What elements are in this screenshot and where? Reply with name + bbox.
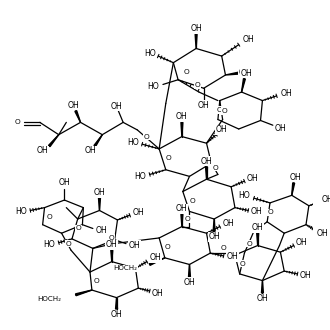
Text: OH: OH [275, 123, 286, 133]
Text: OH: OH [216, 125, 228, 134]
Polygon shape [213, 219, 215, 231]
Text: OH: OH [151, 289, 163, 298]
Text: O: O [165, 245, 171, 250]
Text: O: O [212, 165, 218, 171]
Polygon shape [76, 290, 92, 296]
Text: OH: OH [256, 294, 268, 303]
Text: O: O [166, 155, 172, 161]
Text: O: O [189, 198, 195, 204]
Text: OH: OH [68, 101, 80, 110]
Text: OH: OH [111, 102, 122, 111]
Text: OH: OH [239, 68, 250, 77]
Text: OH: OH [208, 233, 220, 242]
Polygon shape [99, 198, 100, 211]
Text: OH: OH [222, 219, 234, 228]
Polygon shape [149, 258, 165, 265]
Polygon shape [111, 250, 113, 262]
Polygon shape [195, 34, 197, 49]
Text: OH: OH [290, 173, 301, 182]
Text: OH: OH [252, 223, 264, 232]
Text: O: O [14, 119, 20, 125]
Polygon shape [188, 264, 190, 277]
Polygon shape [181, 214, 183, 227]
Text: OH: OH [183, 278, 195, 287]
Text: O: O [222, 108, 227, 114]
Polygon shape [94, 135, 102, 147]
Text: O: O [268, 209, 274, 215]
Text: OH: OH [201, 157, 213, 166]
Text: HO: HO [134, 172, 146, 181]
Text: OH: OH [299, 271, 311, 280]
Text: OH: OH [85, 146, 97, 155]
Text: OH: OH [295, 238, 307, 247]
Text: O: O [184, 69, 189, 75]
Text: HO: HO [128, 138, 140, 147]
Text: O: O [65, 241, 71, 247]
Text: OH: OH [198, 101, 210, 110]
Text: O: O [185, 216, 190, 222]
Polygon shape [225, 72, 239, 75]
Text: OH: OH [176, 112, 188, 121]
Text: O: O [221, 246, 226, 251]
Text: OH: OH [106, 240, 118, 249]
Text: O: O [240, 260, 246, 267]
Text: OH: OH [149, 253, 161, 262]
Text: OH: OH [111, 310, 122, 319]
Polygon shape [181, 122, 183, 137]
Text: O: O [217, 107, 223, 113]
Text: OH: OH [251, 207, 263, 216]
Text: O: O [194, 82, 200, 88]
Polygon shape [261, 280, 263, 293]
Text: OH: OH [280, 88, 292, 97]
Text: OH: OH [241, 69, 252, 78]
Text: HO: HO [148, 82, 159, 91]
Text: OH: OH [58, 179, 70, 187]
Polygon shape [257, 233, 259, 246]
Text: OH: OH [190, 24, 202, 33]
Text: OH: OH [132, 208, 144, 217]
Text: OH: OH [226, 252, 238, 261]
Polygon shape [115, 298, 117, 309]
Text: OH: OH [176, 204, 188, 213]
Polygon shape [75, 111, 81, 122]
Text: HO: HO [144, 49, 155, 58]
Text: HO: HO [43, 240, 55, 249]
Text: OH: OH [316, 229, 328, 238]
Text: OH: OH [322, 195, 330, 204]
Polygon shape [49, 135, 59, 147]
Polygon shape [242, 79, 245, 92]
Text: OH: OH [95, 226, 107, 235]
Text: O: O [246, 241, 252, 247]
Text: O: O [94, 278, 100, 283]
Polygon shape [206, 167, 208, 179]
Text: OH: OH [94, 188, 105, 197]
Text: O: O [76, 225, 82, 231]
Text: O: O [109, 235, 115, 241]
Text: HOCH₂: HOCH₂ [114, 265, 137, 271]
Text: OH: OH [247, 174, 259, 183]
Text: O: O [47, 214, 52, 220]
Text: OH: OH [129, 241, 140, 250]
Polygon shape [292, 183, 295, 195]
Text: HO: HO [15, 207, 27, 216]
Text: OH: OH [242, 35, 254, 45]
Text: OH: OH [37, 146, 49, 155]
Text: HOCH₂: HOCH₂ [38, 296, 62, 302]
Text: O: O [144, 134, 150, 140]
Text: HO: HO [239, 191, 250, 200]
